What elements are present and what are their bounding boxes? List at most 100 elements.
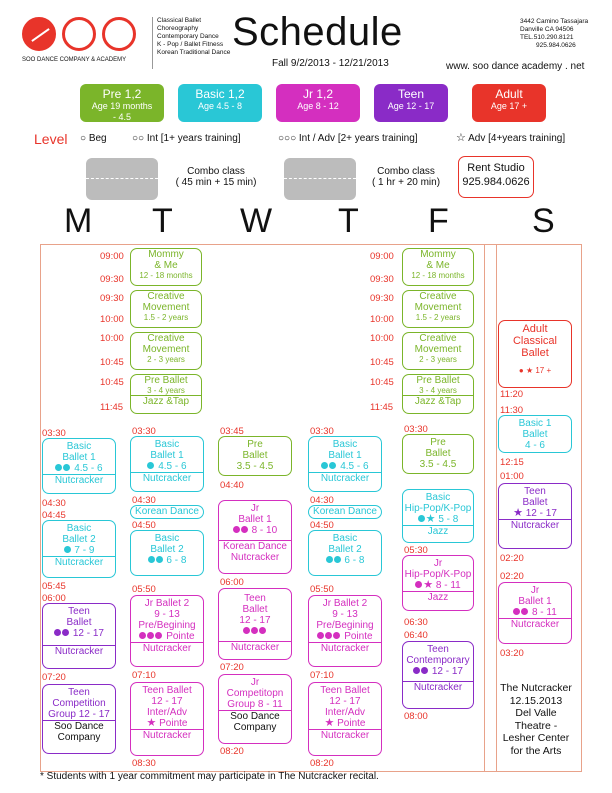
class-name: Pre bbox=[430, 437, 446, 448]
time-label: 02:20 bbox=[500, 571, 524, 582]
time-label: 11:45 bbox=[100, 402, 124, 413]
level-marker: 4.5 - 6 bbox=[131, 461, 203, 472]
class-name: Hip-Pop/K-Pop bbox=[404, 503, 472, 514]
class-creative-movement[interactable]: Creative Movement 2 - 3 years bbox=[402, 332, 474, 370]
class-age: 3.5 - 4.5 bbox=[236, 461, 274, 472]
class-teen-competition[interactable]: Teen Competition Group 12 - 17 Soo Dance… bbox=[42, 684, 116, 754]
class-basic-hiphop[interactable]: Basic Hip-Pop/K-Pop ★ 5 - 8 Jazz bbox=[402, 489, 474, 543]
class-mommy-me[interactable]: Mommy & Me 12 - 18 months bbox=[130, 248, 202, 286]
age-group-age2: - 4.5 bbox=[112, 112, 131, 122]
day-thursday: T bbox=[338, 202, 359, 240]
time-label: 10:45 bbox=[100, 377, 124, 388]
class-jr-ballet1[interactable]: Jr Ballet 1 8 - 11 Nutcracker bbox=[498, 582, 572, 644]
class-pre-ballet[interactable]: Pre Ballet 3.5 - 4.5 bbox=[402, 434, 474, 474]
class-name: Jazz &Tap bbox=[142, 396, 190, 407]
day-friday: F bbox=[428, 202, 449, 240]
class-jr-ballet2[interactable]: Jr Ballet 2 9 - 13 Pre/Begining Pointe N… bbox=[130, 595, 204, 667]
combo-short: Combo class ( 45 min + 15 min) bbox=[166, 166, 266, 188]
class-teen-contemporary[interactable]: Teen Contemporary 12 - 17 Nutcracker bbox=[402, 641, 474, 709]
class-name: Ballet bbox=[242, 450, 268, 461]
class-pre-ballet-jazz-tap[interactable]: Pre Ballet 3 - 4 years Jazz &Tap bbox=[402, 374, 474, 414]
star-icon: ★ bbox=[513, 507, 523, 519]
class-teen-ballet[interactable]: Teen Ballet 12 - 17 Nutcracker bbox=[42, 603, 116, 669]
level-marker: 8 - 11 bbox=[499, 607, 571, 618]
time-label: 11:45 bbox=[370, 402, 394, 413]
rent-studio-box[interactable]: Rent Studio 925.984.0626 bbox=[458, 156, 534, 198]
time-label: 05:45 bbox=[42, 581, 66, 592]
class-korean-dance[interactable]: Korean Dance bbox=[130, 505, 204, 519]
class-pre-ballet[interactable]: Pre Ballet 3.5 - 4.5 bbox=[218, 436, 292, 476]
class-jr-competition[interactable]: Jr Competitopn Group 8 - 11 Soo Dance Co… bbox=[218, 674, 292, 744]
day-wednesday: W bbox=[240, 202, 273, 240]
logo-circle-3 bbox=[102, 17, 136, 51]
class-name: Pre Ballet bbox=[144, 375, 188, 386]
class-mommy-me[interactable]: Mommy & Me 12 - 18 months bbox=[402, 248, 474, 286]
class-basic-ballet1[interactable]: Basic Ballet 1 4.5 - 6 Nutcracker bbox=[130, 436, 204, 492]
class-jr-hiphop[interactable]: Jr Hip-Pop/K-Pop ★ 8 - 11 Jazz bbox=[402, 555, 474, 611]
time-label: 10:00 bbox=[100, 333, 124, 344]
class-teen-ballet[interactable]: Teen Ballet 12 - 17 Nutcracker bbox=[218, 588, 292, 660]
class-name: Jr bbox=[250, 677, 260, 688]
class-creative-movement[interactable]: Creative Movement 1.5 - 2 years bbox=[402, 290, 474, 328]
class-basic-ballet1[interactable]: Basic Ballet 1 4.5 - 6 Nutcracker bbox=[308, 436, 382, 492]
class-creative-movement[interactable]: Creative Movement 1.5 - 2 years bbox=[130, 290, 202, 328]
class-name: Movement bbox=[414, 344, 462, 355]
star-icon: ★ bbox=[525, 366, 534, 375]
level-dots bbox=[139, 631, 163, 642]
level-int: ○○ Int [1+ years training] bbox=[132, 133, 241, 144]
combo-long-swatch bbox=[284, 158, 356, 200]
level-int-adv: ○○○ Int / Adv [2+ years training] bbox=[278, 133, 418, 144]
class-jr-ballet1-korean[interactable]: Jr Ballet 1 8 - 10 Korean Dance Nutcrack… bbox=[218, 500, 292, 574]
class-adult-classical-ballet[interactable]: Adult Classical Ballet ● ★ 17 + bbox=[498, 320, 572, 388]
class-name: Teen Ballet bbox=[320, 685, 370, 696]
class-name: & Me bbox=[426, 260, 450, 271]
level-marker: ★ Pointe bbox=[309, 718, 381, 730]
class-jr-ballet2[interactable]: Jr Ballet 2 9 - 13 Pre/Begining Pointe N… bbox=[308, 595, 382, 667]
time-label: 08:20 bbox=[220, 746, 244, 757]
class-basic-ballet2[interactable]: Basic Ballet 2 6 - 8 bbox=[130, 530, 204, 576]
class-age: 4 - 6 bbox=[524, 440, 545, 451]
program-item: Choreography bbox=[157, 25, 199, 32]
class-age: 4.5 - 6 bbox=[158, 461, 187, 472]
level-marker: ● ★ 17 + bbox=[499, 365, 571, 376]
class-name: Jr Ballet 2 bbox=[322, 598, 368, 609]
time-label: 10:00 bbox=[370, 333, 394, 344]
time-label: 06:30 bbox=[404, 617, 428, 628]
class-teen-ballet[interactable]: Teen Ballet ★ 12 - 17 Nutcracker bbox=[498, 483, 572, 549]
class-name: Pointe bbox=[159, 718, 188, 729]
level-marker: 4.5 - 6 bbox=[43, 463, 115, 474]
class-name: Jazz bbox=[427, 526, 449, 537]
class-name: Jr Ballet 2 bbox=[144, 598, 190, 609]
class-age: 4.5 - 6 bbox=[74, 463, 103, 474]
level-beg-label: Beg bbox=[88, 133, 107, 144]
class-name: Basic 1 bbox=[518, 418, 552, 429]
class-pre-ballet-jazz-tap[interactable]: Pre Ballet 3 - 4 years Jazz &Tap bbox=[130, 374, 202, 414]
class-teen-ballet[interactable]: Teen Ballet 12 - 17 Inter/Adv ★ Pointe N… bbox=[308, 682, 382, 756]
class-name: Jr bbox=[530, 585, 540, 596]
time-label: 03:45 bbox=[220, 426, 244, 437]
age-group-age: Age 12 - 17 bbox=[387, 101, 435, 111]
class-creative-movement[interactable]: Creative Movement 2 - 3 years bbox=[130, 332, 202, 370]
time-label: 09:30 bbox=[100, 274, 124, 285]
time-label: 08:00 bbox=[404, 711, 428, 722]
class-teen-ballet[interactable]: Teen Ballet 12 - 17 Inter/Adv ★ Pointe N… bbox=[130, 682, 204, 756]
time-label: 04:50 bbox=[310, 520, 334, 531]
class-name: Creative bbox=[147, 333, 185, 344]
class-age: 8 - 10 bbox=[251, 525, 278, 536]
website-link[interactable]: www. soo dance academy . net bbox=[446, 61, 585, 72]
class-basic-ballet2[interactable]: Basic Ballet 2 7 - 9 Nutcracker bbox=[42, 520, 116, 578]
time-label: 03:30 bbox=[132, 426, 156, 437]
class-name: Basic bbox=[154, 533, 180, 544]
time-label: 04:45 bbox=[42, 510, 66, 521]
star-icon: ★ bbox=[423, 579, 434, 591]
class-basic-ballet1[interactable]: Basic Ballet 1 4.5 - 6 Nutcracker bbox=[42, 438, 116, 494]
class-basic1-ballet[interactable]: Basic 1 Ballet 4 - 6 bbox=[498, 415, 572, 453]
time-label: 04:40 bbox=[220, 480, 244, 491]
level-dots bbox=[513, 607, 529, 618]
class-korean-dance[interactable]: Korean Dance bbox=[308, 505, 382, 519]
class-basic-ballet2[interactable]: Basic Ballet 2 6 - 8 bbox=[308, 530, 382, 576]
class-name: Ballet bbox=[522, 429, 548, 440]
level-marker: 12 - 17 bbox=[403, 666, 473, 677]
double-circle-icon: ○○ bbox=[132, 133, 145, 144]
time-label: 11:30 bbox=[500, 405, 524, 416]
